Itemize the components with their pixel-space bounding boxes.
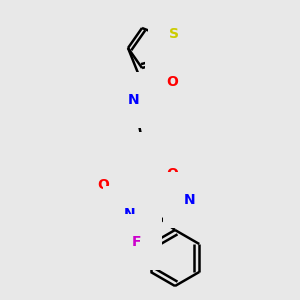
- Text: H: H: [156, 153, 168, 167]
- Text: N: N: [139, 153, 151, 167]
- Text: N: N: [184, 193, 196, 207]
- Text: O: O: [166, 75, 178, 89]
- Text: H: H: [116, 93, 128, 107]
- Text: O: O: [97, 178, 109, 192]
- Text: S: S: [169, 27, 179, 41]
- Text: O: O: [166, 167, 178, 181]
- Text: N: N: [128, 93, 140, 107]
- Text: F: F: [132, 235, 142, 249]
- Text: N: N: [124, 207, 136, 221]
